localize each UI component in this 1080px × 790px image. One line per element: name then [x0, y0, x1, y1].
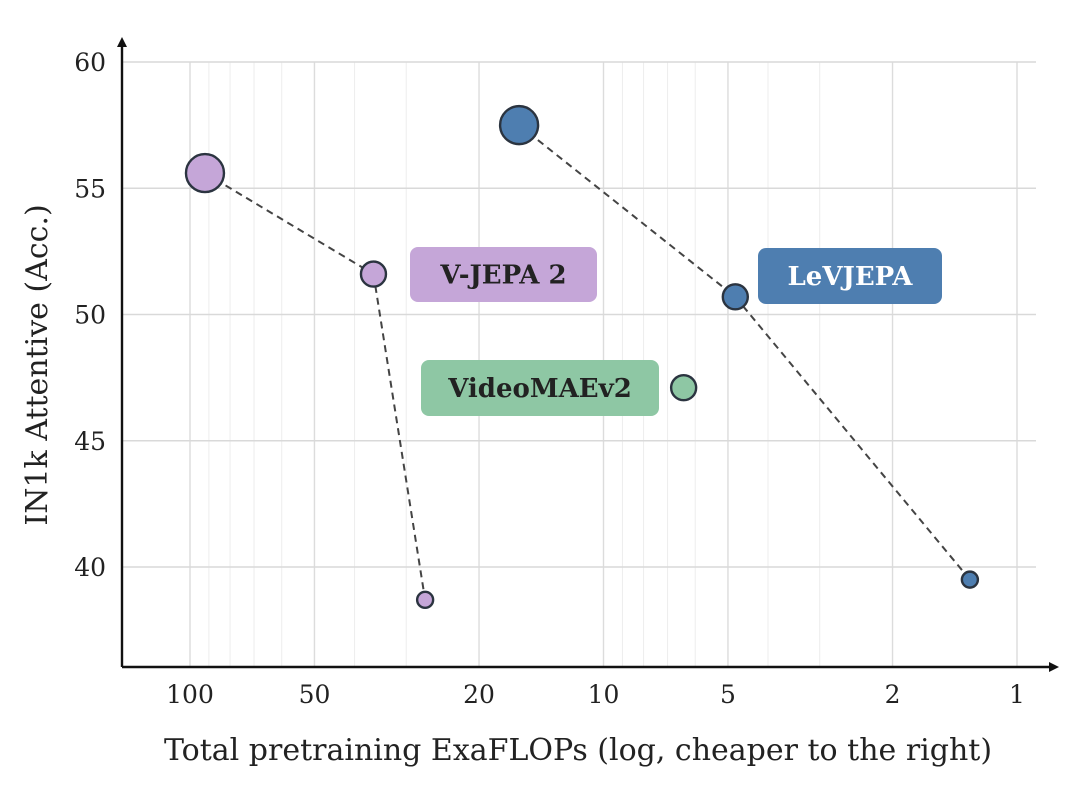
connector-line [204, 172, 374, 275]
x-tick-label: 20 [463, 680, 495, 709]
x-tick-label: 100 [166, 680, 214, 709]
series-label-box [421, 360, 659, 416]
series-label-box [758, 248, 942, 304]
connector-line [734, 296, 971, 581]
connector-line [518, 124, 736, 298]
x-tick-label: 10 [588, 680, 620, 709]
tick-labels: 100 50 20 10 5 2 1 40 45 50 55 60 [74, 48, 1025, 709]
data-point [960, 570, 980, 589]
series-label-box [410, 247, 597, 302]
data-point [721, 283, 750, 311]
connector-lines [204, 124, 971, 600]
data-point [669, 374, 698, 402]
series-labels: V-JEPA 2 LeVJEPA VideoMAEv2 [410, 247, 942, 416]
x-tick-label: 5 [720, 680, 736, 709]
x-tick-label: 2 [885, 680, 901, 709]
series-label: V-JEPA 2 [439, 261, 566, 291]
series-label: LeVJEPA [788, 262, 914, 292]
data-point [498, 104, 540, 146]
series-label: VideoMAEv2 [447, 374, 632, 404]
y-axis-title: IN1k Attentive (Acc.) [20, 204, 55, 525]
data-point [415, 590, 435, 610]
x-axis-title: Total pretraining ExaFLOPs (log, cheaper… [164, 733, 992, 768]
y-tick-label: 50 [74, 301, 106, 330]
y-tick-label: 40 [74, 553, 106, 582]
data-point [184, 152, 226, 194]
y-tick-label: 45 [74, 427, 106, 456]
x-tick-label: 1 [1009, 680, 1025, 709]
x-tick-label: 50 [299, 680, 331, 709]
connector-line [372, 273, 427, 600]
grid [122, 61, 1036, 667]
data-points [184, 104, 980, 610]
y-tick-label: 55 [74, 174, 106, 203]
y-tick-label: 60 [74, 48, 106, 77]
data-point [359, 260, 388, 288]
axes [117, 37, 1059, 672]
